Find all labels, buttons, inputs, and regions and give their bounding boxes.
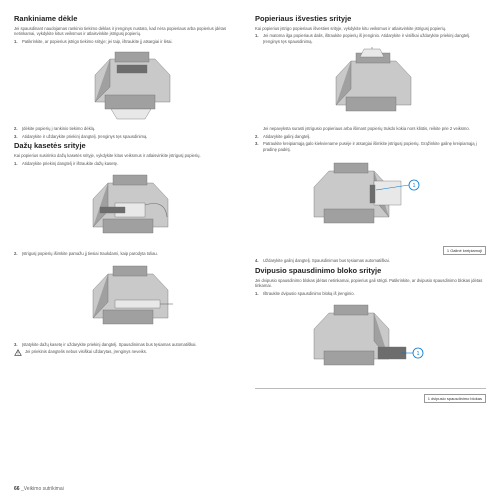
step-text: Jei matoma ilga popieriaus dalis, ištrau… bbox=[263, 33, 470, 43]
page-columns: Rankiniame dėkle Jei spausdinant naudoja… bbox=[14, 12, 486, 406]
printer-illustration-callout: 1 bbox=[296, 299, 446, 384]
step-number: 3. bbox=[14, 134, 18, 139]
step-number: 1. bbox=[14, 39, 18, 44]
figure-caption: 1 dvipusio spausdinimo blokas bbox=[424, 394, 486, 403]
step-number: 2. bbox=[255, 134, 259, 139]
section-title: Rankiniame dėkle bbox=[14, 14, 245, 23]
step-number: 4. bbox=[255, 258, 259, 263]
warning-row: Jei priekinis dangtelis nebus visiškai u… bbox=[14, 349, 245, 357]
warning-icon bbox=[14, 349, 22, 357]
step-text: Uždarykite galinį dangtelį. Spausdinimas… bbox=[263, 258, 390, 263]
section-title: Popieriaus išvesties srityje bbox=[255, 14, 486, 23]
left-column: Rankiniame dėkle Jei spausdinant naudoja… bbox=[14, 12, 245, 406]
step-text: Patikrinkite, ar popierius įstrigo tieki… bbox=[22, 39, 173, 44]
step: 3. Patraukite kreipiamąją galo kiekviena… bbox=[255, 141, 486, 152]
printer-illustration bbox=[75, 47, 185, 122]
step-text: Įstrigusį popierių išimkite pamažu jį ti… bbox=[22, 251, 158, 256]
printer-illustration bbox=[316, 47, 426, 122]
footer-section: _Veikimo sutrikimai bbox=[21, 486, 64, 492]
right-column: Popieriaus išvesties srityje Kai popieri… bbox=[255, 12, 486, 406]
step: 1. Patikrinkite, ar popierius įstrigo ti… bbox=[14, 39, 245, 44]
step: 1. Atidarykite priekinį dangtelį ir ištr… bbox=[14, 161, 245, 166]
figure-caption: 1 Galinė kreipiamoji bbox=[443, 246, 486, 255]
page-footer: 66 _Veikimo sutrikimai bbox=[14, 486, 64, 492]
step-text: Įstatykite dažų kasetę ir uždarykite pri… bbox=[22, 342, 197, 347]
step-text: Atidarykite ir uždarykite priekinį dangt… bbox=[22, 134, 147, 139]
step-number: 3. bbox=[255, 141, 259, 146]
section-title: Dvipusio spausdinimo bloko srityje bbox=[255, 266, 486, 275]
step-text: Ištraukite dvipusio spausdinimo bloką iš… bbox=[263, 291, 355, 296]
intro-text: Kai popierius susirinko dažų kasetės sri… bbox=[14, 153, 245, 158]
step: 1. Jei matoma ilga popieriaus dalis, išt… bbox=[255, 33, 486, 44]
step-text: Atidarykite priekinį dangtelį ir ištrauk… bbox=[22, 161, 118, 166]
printer-illustration bbox=[75, 260, 185, 338]
step-text: Patraukite kreipiamąją galo kiekviename … bbox=[263, 141, 477, 151]
step-number: 3. bbox=[14, 342, 18, 347]
step-text: Įdėkite popierių į rankinio tiekimo dėkl… bbox=[22, 126, 95, 131]
caption-divider bbox=[255, 388, 486, 389]
step: 2. Įstrigusį popierių išimkite pamažu jį… bbox=[14, 251, 245, 256]
warning-text: Jei priekinis dangtelis nebus visiškai u… bbox=[25, 349, 147, 354]
step-number: 1. bbox=[14, 161, 18, 166]
printer-illustration bbox=[75, 169, 185, 247]
note-text: Jei nepavyksta surasti įstrigusio popier… bbox=[255, 126, 486, 131]
step-text: Atidarykite galinį dangtelį. bbox=[263, 134, 311, 139]
step: 2. Atidarykite galinį dangtelį. bbox=[255, 134, 486, 139]
step-number: 2. bbox=[14, 251, 18, 256]
step-number: 1. bbox=[255, 33, 259, 38]
step: 3. Atidarykite ir uždarykite priekinį da… bbox=[14, 134, 245, 139]
section-title: Dažų kasetės srityje bbox=[14, 141, 245, 150]
step: 3. Įstatykite dažų kasetę ir uždarykite … bbox=[14, 342, 245, 347]
step: 2. Įdėkite popierių į rankinio tiekimo d… bbox=[14, 126, 245, 131]
step: 4. Uždarykite galinį dangtelį. Spausdini… bbox=[255, 258, 486, 263]
intro-text: Kai popierius įstrigo popieriaus išvesti… bbox=[255, 26, 486, 31]
intro-text: Jei spausdinant naudojamas rankinio tiek… bbox=[14, 26, 245, 37]
page-number: 66 bbox=[14, 486, 20, 492]
step-number: 1. bbox=[255, 291, 259, 296]
step-number: 2. bbox=[14, 126, 18, 131]
printer-illustration-callout: 1 bbox=[296, 155, 446, 240]
intro-text: Jei dvipusio spausdinimo blokas įdėtas n… bbox=[255, 278, 486, 289]
svg-text:1: 1 bbox=[416, 351, 419, 357]
svg-text:1: 1 bbox=[412, 183, 415, 189]
step: 1. Ištraukite dvipusio spausdinimo bloką… bbox=[255, 291, 486, 296]
